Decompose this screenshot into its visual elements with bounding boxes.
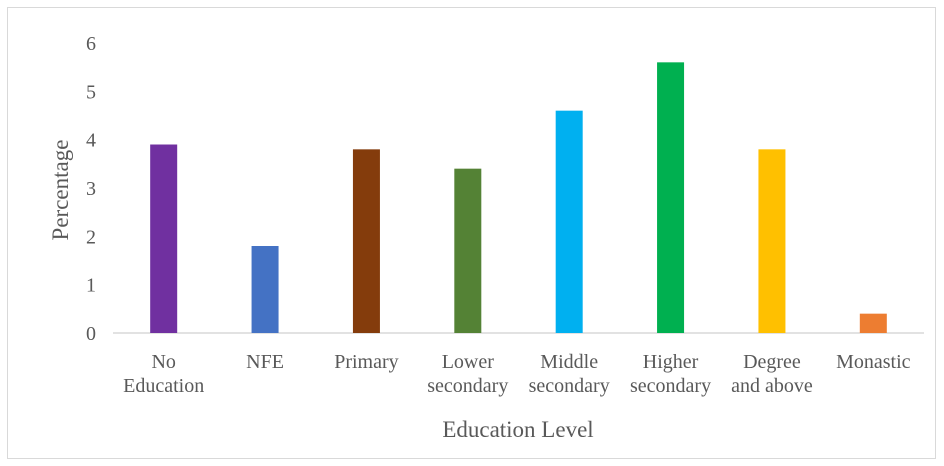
y-axis-title: Percentage — [48, 140, 73, 241]
bar — [555, 110, 583, 334]
y-tick-label: 3 — [86, 178, 96, 200]
x-axis-title: Education Level — [442, 417, 593, 442]
bar — [758, 149, 786, 333]
x-tick-label: Primary — [334, 351, 398, 373]
x-tick-label: Degree and above — [731, 351, 813, 397]
x-tick-label: Lower secondary — [427, 351, 508, 397]
bar — [454, 168, 482, 333]
bar — [657, 62, 685, 333]
y-tick-label: 6 — [86, 33, 96, 55]
bar — [859, 313, 887, 333]
bar — [150, 144, 178, 333]
x-tick-label: Higher secondary — [630, 351, 711, 397]
x-axis-ticks: No Education NFE Primary Lower secondary Middl… — [123, 351, 911, 397]
x-tick-label: No Education — [123, 351, 204, 397]
x-tick-label: NFE — [246, 351, 284, 373]
x-tick-label: Middle secondary — [529, 351, 610, 397]
bars — [150, 62, 887, 334]
y-tick-label: 1 — [86, 275, 96, 297]
x-tick-label: Monastic — [836, 351, 911, 373]
y-tick-label: 0 — [86, 323, 96, 345]
y-tick-label: 5 — [86, 81, 96, 103]
y-tick-label: 2 — [86, 226, 96, 248]
bar — [251, 246, 279, 333]
y-tick-label: 4 — [86, 130, 96, 152]
y-axis-ticks: 0 1 2 3 4 5 6 — [86, 33, 96, 345]
bar — [352, 149, 380, 333]
